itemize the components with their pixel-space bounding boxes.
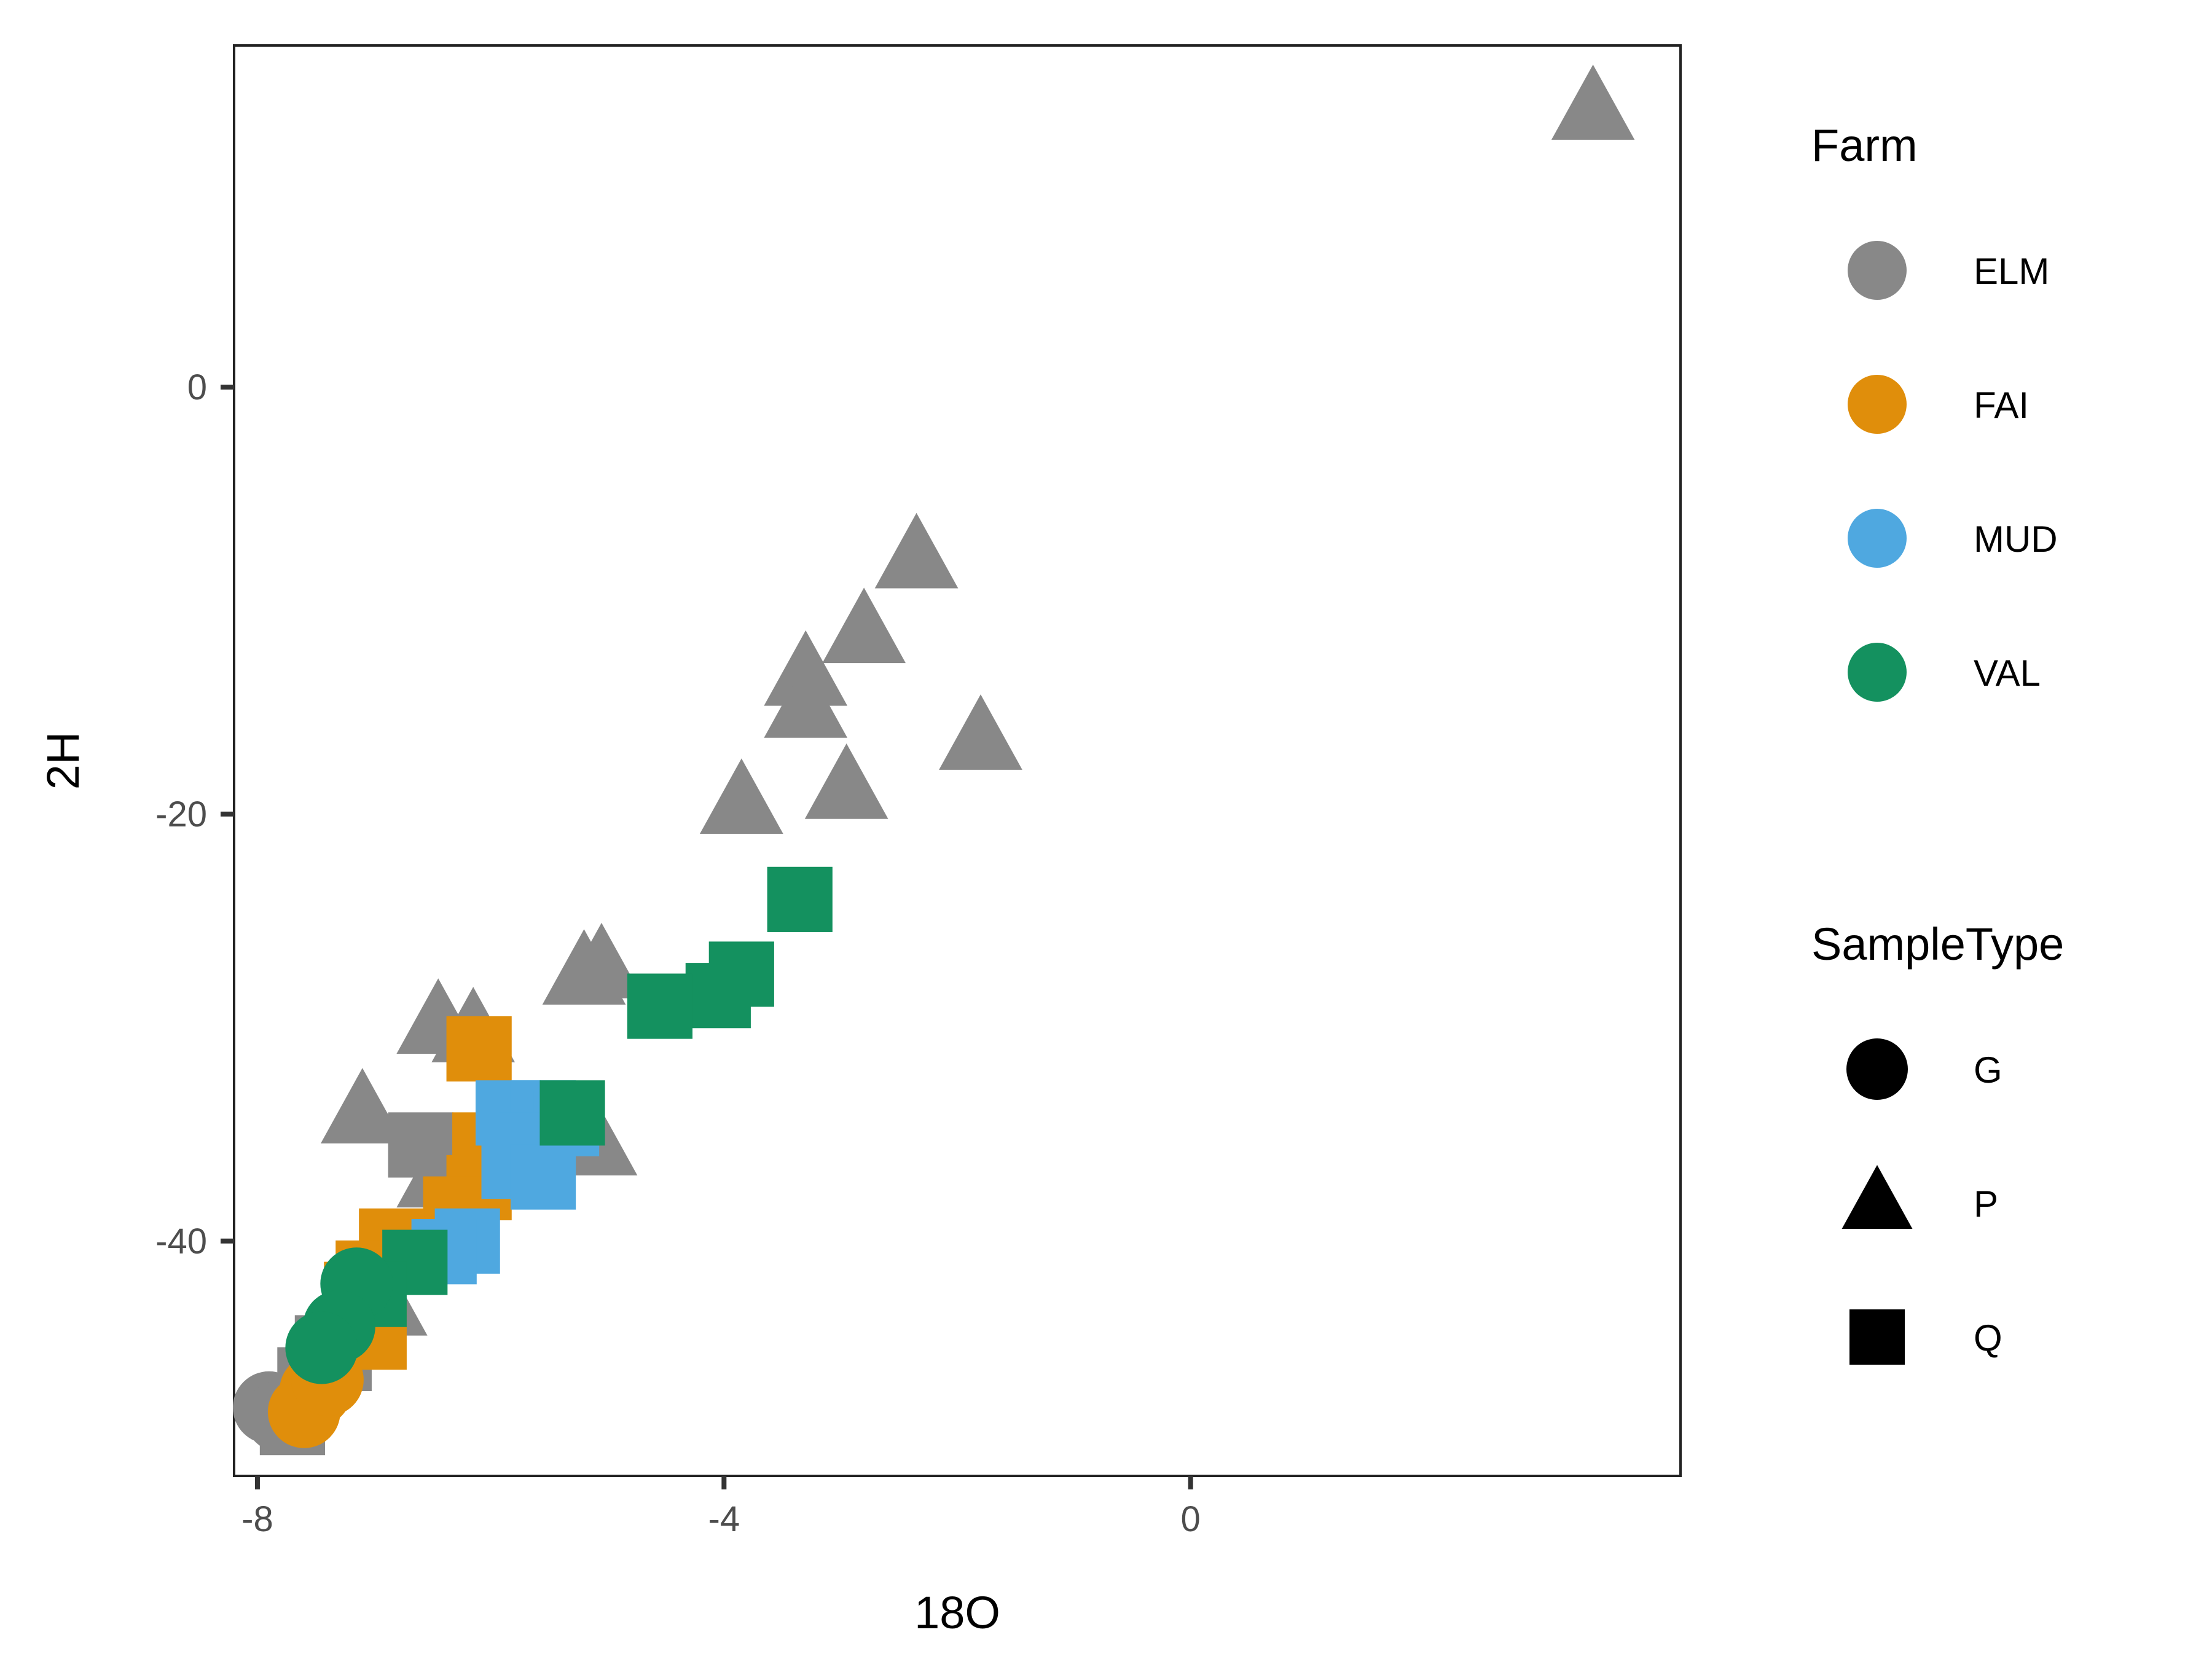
legend-farm-title: Farm [1811,120,1918,171]
point-elm-p [822,587,906,664]
legend-label-q: Q [1974,1317,2002,1359]
point-elm-q [388,1112,453,1178]
y-axis-ticks: 0 -20 -40 [155,367,234,1261]
point-mud-q [510,1144,576,1210]
point-elm-p [1551,65,1635,140]
legend-key-fai [1848,375,1907,434]
y-tick-label: -40 [155,1222,207,1261]
point-val-g [285,1311,358,1384]
x-tick-label: 0 [1181,1499,1201,1539]
legend-sampletype-title: SampleType [1811,919,2064,970]
legend-key-mud [1848,509,1907,568]
legend-key-q [1849,1309,1905,1365]
x-axis-title: 18O [914,1587,1000,1638]
legend-label-elm: ELM [1974,251,2049,292]
point-elm-p [939,694,1022,770]
x-tick-label: -4 [708,1499,740,1539]
legend-farm: Farm ELM FAI MUD VAL [1811,120,2058,702]
point-val-q [767,866,833,932]
point-elm-p [804,743,888,819]
legend-label-p: P [1974,1183,1998,1225]
legend-key-p [1841,1165,1913,1229]
legend-label-val: VAL [1974,653,2041,694]
point-elm-p [699,758,783,834]
x-axis-ticks: -8 -4 0 [241,1476,1201,1539]
legend-label-g: G [1974,1049,2002,1091]
x-tick-label: -8 [241,1499,273,1539]
legend-key-elm [1848,241,1907,300]
y-tick-label: 0 [187,367,207,407]
legend-key-val [1848,643,1907,702]
point-fai-q [446,1016,512,1082]
legend-key-g [1846,1038,1908,1100]
point-elm-p [320,1068,404,1143]
legend-label-fai: FAI [1974,385,2029,426]
legend-sampletype-items: G P Q [1841,1038,2002,1365]
point-elm-p [764,662,848,738]
legend-farm-items: ELM FAI MUD VAL [1848,241,2058,702]
point-val-q [539,1080,605,1146]
point-val-q [685,963,751,1029]
point-elm-p [874,512,959,589]
y-tick-label: -20 [155,794,207,834]
data-points [232,65,1635,1456]
y-axis-title: 2H [37,732,88,790]
point-val-q [627,973,693,1039]
legend-sampletype: SampleType G P Q [1811,919,2064,1365]
point-elm-p [560,922,643,998]
legend-label-mud: MUD [1974,519,2058,560]
